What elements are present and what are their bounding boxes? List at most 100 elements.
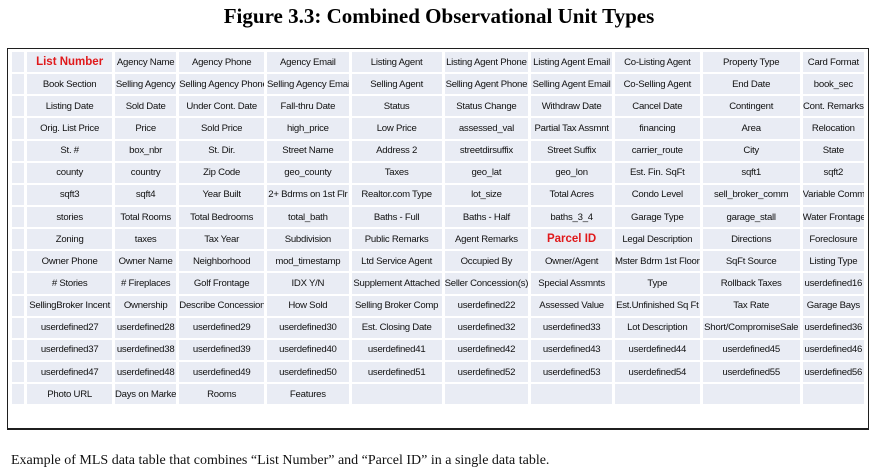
table-row: userdefined37 userdefined38 userdefined39 u… bbox=[12, 339, 864, 360]
field-cell: Listing Type bbox=[802, 251, 864, 272]
field-cell: Listing Agent bbox=[351, 52, 442, 73]
field-cell: Occupied By bbox=[444, 251, 529, 272]
field-cell: Year Built bbox=[179, 184, 265, 205]
row-gutter bbox=[12, 52, 25, 73]
field-cell: country bbox=[115, 162, 177, 183]
field-cell: Mster Bdrm 1st Floor bbox=[614, 251, 700, 272]
field-cell: Photo URL bbox=[27, 384, 112, 405]
field-cell: sell_broker_comm bbox=[702, 184, 800, 205]
field-cell: Subdivision bbox=[267, 229, 349, 250]
row-gutter bbox=[12, 273, 25, 294]
field-cell: Selling Agent Phone bbox=[444, 74, 529, 95]
field-cell: Lot Description bbox=[614, 317, 700, 338]
field-cell: Co-Selling Agent bbox=[614, 74, 700, 95]
field-cell: St. Dir. bbox=[179, 140, 265, 161]
field-cell: Est. Closing Date bbox=[351, 317, 442, 338]
field-cell: Cancel Date bbox=[614, 96, 700, 117]
field-cell: Owner/Agent bbox=[531, 251, 612, 272]
field-cell bbox=[531, 384, 612, 405]
field-cell: Area bbox=[702, 118, 800, 139]
field-cell: userdefined44 bbox=[614, 339, 700, 360]
field-cell: lot_size bbox=[444, 184, 529, 205]
field-cell: Golf Frontage bbox=[179, 273, 265, 294]
field-cell: Partial Tax Assmnt bbox=[531, 118, 612, 139]
field-cell: Supplement Attached bbox=[351, 273, 442, 294]
row-gutter bbox=[12, 162, 25, 183]
field-cell: Garage Bays bbox=[802, 295, 864, 316]
field-cell: Listing Agent Phone bbox=[444, 52, 529, 73]
field-cell: high_price bbox=[267, 118, 349, 139]
field-cell: Describe Concession bbox=[179, 295, 265, 316]
row-gutter bbox=[12, 339, 25, 360]
field-cell: stories bbox=[27, 206, 112, 228]
field-cell: userdefined51 bbox=[351, 361, 442, 383]
field-cell: streetdirsuffix bbox=[444, 140, 529, 161]
table-row: Photo URL Days on Market Rooms Features bbox=[12, 384, 864, 405]
table-row: List Number Agency Name Agency Phone Agency… bbox=[12, 52, 864, 73]
field-cell: Variable Commission bbox=[802, 184, 864, 205]
field-cell: userdefined39 bbox=[179, 339, 265, 360]
field-cell: Special Assmnts bbox=[531, 273, 612, 294]
field-cell: Foreclosure bbox=[802, 229, 864, 250]
field-cell: userdefined52 bbox=[444, 361, 529, 383]
field-cell: IDX Y/N bbox=[267, 273, 349, 294]
field-cell bbox=[614, 384, 700, 405]
field-cell: Selling Agent bbox=[351, 74, 442, 95]
table-row: Listing Date Sold Date Under Cont. Date Fal… bbox=[12, 96, 864, 117]
field-cell: City bbox=[702, 140, 800, 161]
field-cell: Days on Market bbox=[115, 384, 177, 405]
field-cell: userdefined40 bbox=[267, 339, 349, 360]
field-cell: mod_timestamp bbox=[267, 251, 349, 272]
table-row: St. # box_nbr St. Dir. Street Name Address 2… bbox=[12, 140, 864, 161]
field-cell: Cont. Remarks bbox=[802, 96, 864, 117]
field-cell: St. # bbox=[27, 140, 112, 161]
table-row: county country Zip Code geo_county Taxes geo_… bbox=[12, 162, 864, 183]
field-cell: Agency Name bbox=[115, 52, 177, 73]
field-cell: userdefined16 bbox=[802, 273, 864, 294]
field-cell: Tax Rate bbox=[702, 295, 800, 316]
field-cell: Price bbox=[115, 118, 177, 139]
field-cell: userdefined29 bbox=[179, 317, 265, 338]
field-cell: userdefined49 bbox=[179, 361, 265, 383]
mls-table-frame: List Number Agency Name Agency Phone Agency… bbox=[7, 48, 869, 430]
field-cell: taxes bbox=[115, 229, 177, 250]
field-cell: Est. Fin. SqFt bbox=[614, 162, 700, 183]
table-row: stories Total Rooms Total Bedrooms total_ba… bbox=[12, 206, 864, 228]
field-cell: Card Format bbox=[802, 52, 864, 73]
field-cell: End Date bbox=[702, 74, 800, 95]
table-row: Zoning taxes Tax Year Subdivision Public Rem… bbox=[12, 229, 864, 250]
field-cell: userdefined54 bbox=[614, 361, 700, 383]
field-cell: Selling Agent Email bbox=[531, 74, 612, 95]
field-cell: Low Price bbox=[351, 118, 442, 139]
field-cell: userdefined41 bbox=[351, 339, 442, 360]
table-row: sqft3 sqft4 Year Built 2+ Bdrms on 1st Flr R… bbox=[12, 184, 864, 205]
field-cell: userdefined22 bbox=[444, 295, 529, 316]
field-cell: sqft1 bbox=[702, 162, 800, 183]
table-body: List Number Agency Name Agency Phone Agency… bbox=[12, 52, 864, 405]
field-cell: Co-Listing Agent bbox=[614, 52, 700, 73]
field-cell: Legal Description bbox=[614, 229, 700, 250]
row-gutter bbox=[12, 118, 25, 139]
field-cell: userdefined50 bbox=[267, 361, 349, 383]
field-cell: Street Name bbox=[267, 140, 349, 161]
field-cell: Address 2 bbox=[351, 140, 442, 161]
field-cell: Condo Level bbox=[614, 184, 700, 205]
field-cell: SqFt Source bbox=[702, 251, 800, 272]
field-cell: Street Suffix bbox=[531, 140, 612, 161]
table-row: # Stories # Fireplaces Golf Frontage IDX Y/… bbox=[12, 273, 864, 294]
field-cell: Orig. List Price bbox=[27, 118, 112, 139]
field-cell: userdefined53 bbox=[531, 361, 612, 383]
field-cell: Under Cont. Date bbox=[179, 96, 265, 117]
field-cell bbox=[444, 384, 529, 405]
field-cell: Total Bedrooms bbox=[179, 206, 265, 228]
row-gutter bbox=[12, 140, 25, 161]
field-cell: Total Rooms bbox=[115, 206, 177, 228]
field-cell: Selling Agency bbox=[115, 74, 177, 95]
field-cell: Tax Year bbox=[179, 229, 265, 250]
field-cell: Zoning bbox=[27, 229, 112, 250]
field-cell: Baths - Half bbox=[444, 206, 529, 228]
field-cell: garage_stall bbox=[702, 206, 800, 228]
field-cell: baths_3_4 bbox=[531, 206, 612, 228]
table-row: userdefined27 userdefined28 userdefined29 u… bbox=[12, 317, 864, 338]
